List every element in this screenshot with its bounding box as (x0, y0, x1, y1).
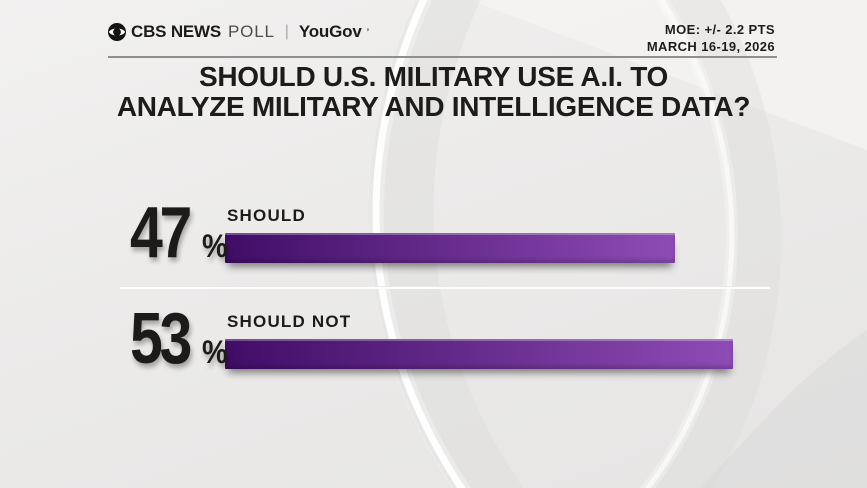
bar (225, 233, 676, 264)
moe-note: MOE: +/- 2.2 PTS MARCH 16-19, 2026 (647, 22, 775, 56)
brand-partner-label: YouGov (298, 22, 362, 41)
brand-separator: | (284, 23, 289, 40)
title-line-1: SHOULD U.S. MILITARY USE A.I. TO (198, 61, 669, 92)
brand-logo: CBS NEWS POLL | YouGov ’ (108, 22, 369, 42)
bar-row: 53% SHOULD NOT (130, 299, 778, 380)
bar-column: SHOULD NOT (225, 312, 778, 370)
brand-network-label: CBS NEWS (131, 22, 222, 41)
header-divider (108, 56, 777, 58)
row-divider (120, 286, 770, 290)
category-label: SHOULD (227, 206, 306, 226)
poll-dates: MARCH 16-19, 2026 (646, 38, 775, 54)
bar-row: 47% SHOULD (130, 193, 778, 273)
value-unit: % (202, 334, 228, 371)
title-line-2: ANALYZE MILITARY AND INTELLIGENCE DATA? (116, 90, 751, 122)
category-label: SHOULD NOT (227, 312, 352, 332)
bar-column: SHOULD (225, 206, 778, 264)
cbs-eye-icon (108, 23, 126, 41)
value-label: 53% (130, 299, 228, 380)
brand-product-label: POLL (228, 22, 275, 41)
value-unit: % (202, 228, 228, 264)
value-number: 53 (130, 299, 192, 380)
bar (225, 339, 733, 370)
bar-chart: 47% SHOULD 53% SHOULD NOT (120, 193, 778, 380)
yougov-tick-mark: ’ (366, 27, 370, 37)
value-number: 47 (130, 193, 192, 273)
header: CBS NEWS POLL | YouGov ’ MOE: +/- 2.2 PT… (108, 22, 775, 56)
value-label: 47% (130, 193, 228, 273)
moe-line: MOE: +/- 2.2 PTS (664, 22, 775, 37)
poll-question-title: SHOULD U.S. MILITARY USE A.I. TO ANALYZE… (0, 62, 867, 122)
